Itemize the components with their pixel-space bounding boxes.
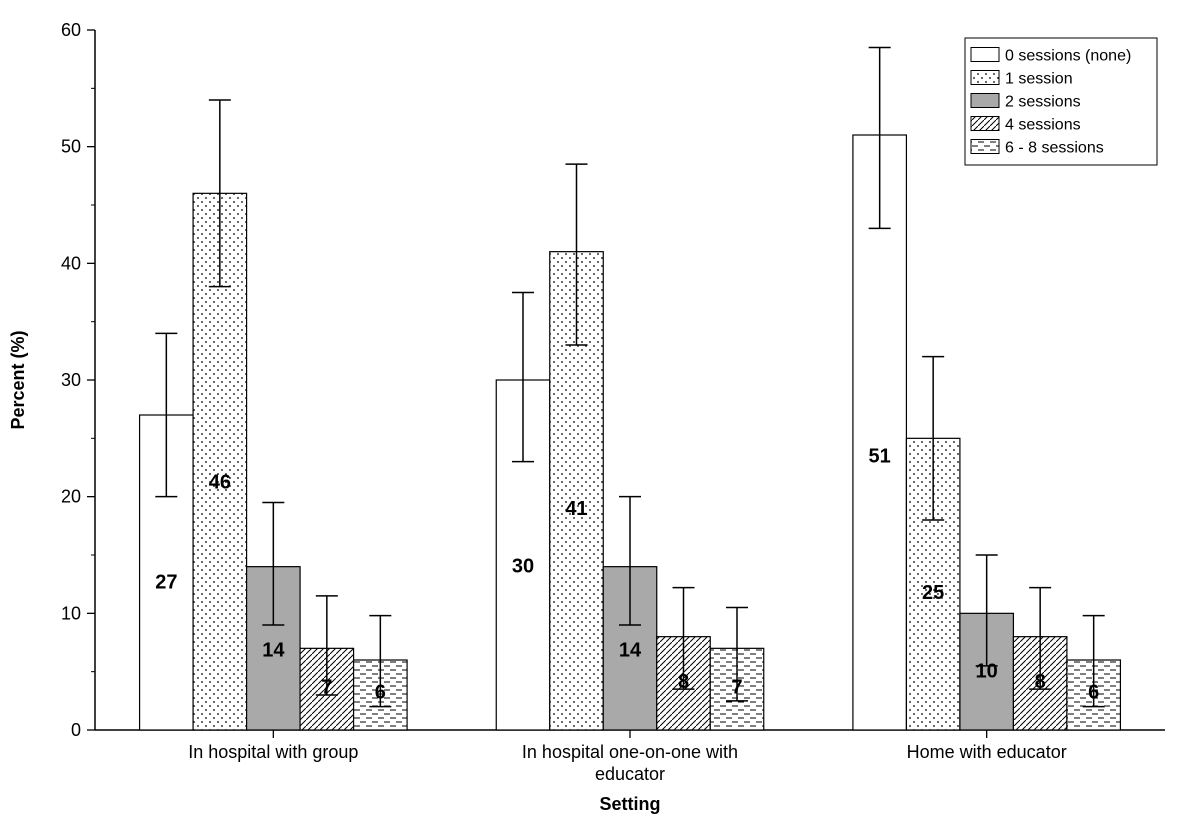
legend-label: 1 session xyxy=(1005,71,1073,88)
bar-value-label: 8 xyxy=(678,671,689,693)
bar-value-label: 51 xyxy=(869,445,891,467)
category-label: educator xyxy=(595,764,665,784)
bar-value-label: 14 xyxy=(262,640,285,662)
category-label: In hospital one-on-one with xyxy=(522,742,738,762)
bar-value-label: 14 xyxy=(619,640,642,662)
bar-value-label: 30 xyxy=(512,556,534,578)
legend-label: 2 sessions xyxy=(1005,94,1081,111)
bar-value-label: 25 xyxy=(922,582,944,604)
bar-value-label: 41 xyxy=(565,498,587,520)
bar-value-label: 8 xyxy=(1035,671,1046,693)
bar-value-label: 10 xyxy=(976,661,998,683)
bar-value-label: 27 xyxy=(155,571,177,593)
y-tick-label: 40 xyxy=(61,253,81,273)
y-tick-label: 60 xyxy=(61,20,81,40)
legend-label: 0 sessions (none) xyxy=(1005,48,1131,65)
legend-label: 4 sessions xyxy=(1005,117,1081,134)
legend-label: 6 - 8 sessions xyxy=(1005,140,1104,157)
legend-swatch xyxy=(971,48,999,62)
category-label: In hospital with group xyxy=(188,742,358,762)
legend: 0 sessions (none) 1 session 2 sessions 4 se… xyxy=(965,38,1157,165)
bar-value-label: 6 xyxy=(375,682,386,704)
bar-value-label: 6 xyxy=(1088,682,1099,704)
chart-svg: 0 10 20 30 40 50 60 Percent (%) 27 46 14 7 6 30 41 14 8 7… xyxy=(0,0,1200,827)
legend-swatch xyxy=(971,71,999,85)
y-tick-label: 0 xyxy=(71,720,81,740)
bar-value-label: 46 xyxy=(209,472,231,494)
legend-swatch xyxy=(971,94,999,108)
x-axis-label: Setting xyxy=(600,794,661,814)
chart-container: 0 10 20 30 40 50 60 Percent (%) 27 46 14 7 6 30 41 14 8 7… xyxy=(0,0,1200,827)
y-tick-label: 20 xyxy=(61,487,81,507)
y-tick-label: 30 xyxy=(61,370,81,390)
y-tick-label: 10 xyxy=(61,603,81,623)
bar-value-label: 7 xyxy=(321,676,332,698)
legend-swatch xyxy=(971,117,999,131)
y-axis-label: Percent (%) xyxy=(8,330,28,429)
y-tick-label: 50 xyxy=(61,137,81,157)
category-label: Home with educator xyxy=(907,742,1067,762)
legend-swatch xyxy=(971,140,999,154)
bar-value-label: 7 xyxy=(731,676,742,698)
